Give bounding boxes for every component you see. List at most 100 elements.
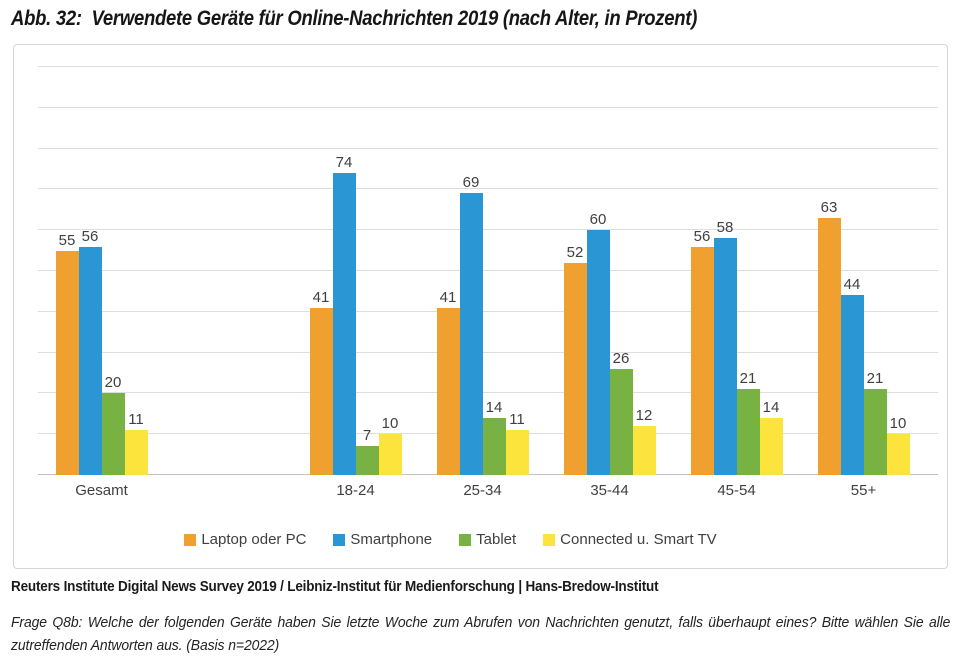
plot-area: 55 56 20 11 41 74 7 10 41 69 14 11 52 60 26 12 56 58 21 14 6… (38, 66, 938, 475)
bar (736, 389, 760, 475)
source-line: Reuters Institute Digital News Survey 20… (11, 578, 659, 595)
bar-value-label: 14 (485, 398, 503, 416)
bar-value-label: 56 (693, 227, 711, 245)
x-axis-label: 55+ (850, 482, 877, 499)
bar-value-label: 63 (820, 198, 838, 216)
bar-with-label: 60 (586, 67, 610, 475)
bar-with-label: 12 (632, 67, 656, 475)
bar-with-label: 11 (124, 67, 148, 475)
bar-with-label: 10 (378, 67, 402, 475)
bar-with-label: 52 (563, 67, 587, 475)
bar-with-label: 20 (101, 67, 125, 475)
bar-with-label: 58 (713, 67, 737, 475)
bar (713, 238, 737, 475)
bar-value-label: 74 (335, 154, 353, 172)
bar-value-label: 69 (462, 174, 480, 192)
bar (840, 295, 864, 475)
bar-with-label: 56 (690, 67, 714, 475)
legend: Laptop oder PC Smartphone Tablet Connected … (14, 531, 887, 548)
bar (309, 307, 333, 475)
bar (609, 368, 633, 475)
bar-value-label: 60 (589, 211, 607, 229)
bar (886, 434, 910, 475)
x-axis-label: 18-24 (336, 482, 375, 499)
bar-value-label: 11 (128, 411, 144, 429)
chart-panel: 55 56 20 11 41 74 7 10 41 69 14 11 52 60 26 12 56 58 21 14 6… (13, 44, 948, 569)
bar-value-label: 11 (509, 411, 525, 429)
bar-value-label: 20 (104, 374, 122, 392)
gridline (38, 270, 938, 271)
bar-with-label: 11 (505, 67, 529, 475)
bar-group: 41 74 7 10 (292, 67, 419, 475)
legend-item: Tablet (459, 531, 516, 548)
x-axis-label: 35-44 (590, 482, 629, 499)
bar (378, 434, 402, 475)
bar-with-label: 14 (482, 67, 506, 475)
bar-with-label: 41 (309, 67, 333, 475)
gridline (38, 351, 938, 353)
gridline (38, 392, 938, 394)
bar (436, 307, 460, 475)
bar-group: 56 58 21 14 (673, 67, 800, 475)
bar-value-label: 55 (58, 231, 76, 249)
bar (482, 417, 506, 475)
bar-value-label: 41 (439, 288, 457, 306)
bar-with-label: 55 (55, 67, 79, 475)
gridline (38, 106, 938, 108)
bar-value-label: 10 (381, 415, 399, 433)
bar-with-label: 21 (736, 67, 760, 475)
bar (632, 426, 656, 475)
bar-value-label: 56 (81, 227, 99, 245)
x-axis-label: Gesamt (75, 482, 128, 499)
legend-swatch (459, 533, 472, 546)
bar-with-label: 14 (759, 67, 783, 475)
bar-value-label: 7 (362, 427, 372, 445)
bar-value-label: 21 (739, 370, 757, 388)
bar-value-label: 52 (566, 243, 584, 261)
bar-value-label: 44 (843, 276, 861, 294)
legend-label: Tablet (476, 531, 517, 548)
legend-label: Smartphone (350, 531, 433, 548)
legend-item: Laptop oder PC (184, 531, 306, 548)
bar-with-label: 74 (332, 67, 356, 475)
x-axis-label: 25-34 (463, 482, 502, 499)
legend-label: Connected u. Smart TV (560, 531, 717, 548)
bar-with-label: 41 (436, 67, 460, 475)
bar-with-label: 63 (817, 67, 841, 475)
bar-with-label: 10 (886, 67, 910, 475)
spacer-slot (165, 67, 292, 475)
bar-value-label: 21 (866, 370, 884, 388)
bar (355, 446, 379, 475)
bar (817, 217, 841, 475)
legend-item: Connected u. Smart TV (543, 531, 717, 548)
figure-title: Abb. 32: Verwendete Geräte für Online-Na… (11, 7, 698, 30)
legend-label: Laptop oder PC (201, 531, 307, 548)
bar-group: 41 69 14 11 (419, 67, 546, 475)
question-note: Frage Q8b: Welche der folgenden Geräte h… (11, 614, 951, 654)
bar-with-label: 21 (863, 67, 887, 475)
gridline (38, 147, 938, 149)
legend-item: Smartphone (333, 531, 432, 548)
bar (759, 417, 783, 475)
bar-value-label: 12 (635, 407, 653, 425)
bar-value-label: 41 (312, 288, 330, 306)
bar (586, 230, 610, 475)
bar-group: 55 56 20 11 (38, 67, 165, 475)
bar (124, 430, 148, 475)
bar-value-label: 14 (762, 398, 780, 416)
bar (332, 173, 356, 475)
bar-with-label: 69 (459, 67, 483, 475)
bar (690, 246, 714, 475)
gridline (38, 188, 938, 190)
x-axis-label: 45-54 (717, 482, 756, 499)
bar (863, 389, 887, 475)
bar (55, 250, 79, 475)
gridline (38, 229, 938, 231)
bar-group: 63 44 21 10 (800, 67, 927, 475)
bar-with-label: 44 (840, 67, 864, 475)
bar (505, 430, 529, 475)
x-axis-labels: Gesamt 18-24 25-34 35-44 45-54 55+ (38, 482, 927, 499)
bar-group: 52 60 26 12 (546, 67, 673, 475)
bar-value-label: 26 (612, 349, 630, 367)
